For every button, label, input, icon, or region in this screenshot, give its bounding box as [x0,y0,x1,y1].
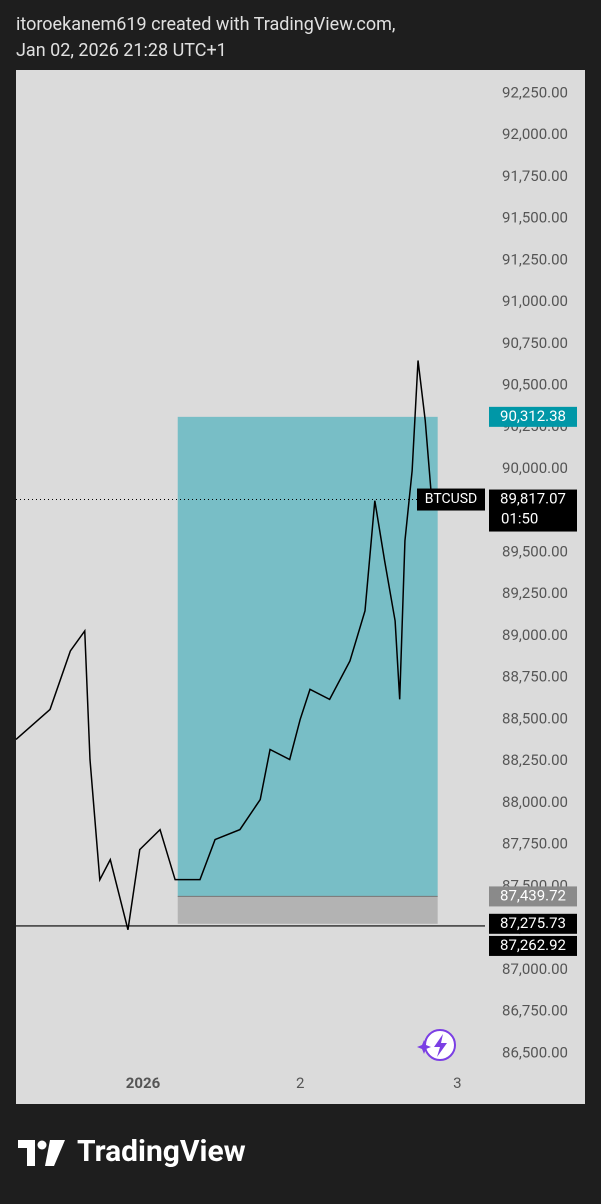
y-tick-label: 92,000.00 [502,125,568,143]
header-line: itoroekanem619 created with TradingView.… [16,14,395,35]
y-tick-label: 88,000.00 [502,793,568,811]
profit-zone [177,416,438,897]
price-label: 87,439.72 [500,886,566,904]
price-label-box [489,489,577,532]
price-label: 87,262.92 [500,936,566,954]
y-tick-label: 90,500.00 [502,375,568,393]
symbol-tag [417,488,485,511]
symbol-label: BTCUSD [425,491,477,507]
price-label-box [489,406,577,427]
y-tick-label: 91,000.00 [502,292,568,310]
x-tick-label: 3 [453,1074,461,1092]
x-tick-label: 2026 [126,1074,161,1092]
price-label: 89,817.07 [500,490,566,508]
brand: TradingView [77,1134,246,1169]
y-tick-label: 86,750.00 [502,1002,568,1020]
logo [18,1140,65,1166]
y-tick-label: 89,500.00 [502,542,568,560]
lightning-icon [417,1029,456,1061]
price-label-box [489,935,577,956]
price-label: 90,312.38 [500,407,566,425]
header-line: Jan 02, 2026 21:28 UTC+1 [16,40,227,61]
plot: 86,500.0086,750.0087,000.0087,250.0087,5… [15,83,577,1092]
y-tick-label: 90,750.00 [502,334,568,352]
y-tick-label: 87,750.00 [502,835,568,853]
y-tick-label: 88,750.00 [502,668,568,686]
y-tick-label: 91,500.00 [502,209,568,227]
y-tick-label: 89,000.00 [502,626,568,644]
y-tick-label: 86,500.00 [502,1043,568,1061]
countdown: 01:50 [501,510,538,528]
y-tick-label: 91,250.00 [502,250,568,268]
price-label: 87,275.73 [500,914,566,932]
price-line [15,360,438,930]
y-tick-label: 88,250.00 [502,751,568,769]
price-label-box [489,886,577,907]
y-tick-label: 89,250.00 [502,584,568,602]
y-tick-label: 90,000.00 [502,459,568,477]
stop-zone [177,896,438,924]
y-tick-label: 91,750.00 [502,167,568,185]
y-tick-label: 92,250.00 [502,83,568,101]
x-tick-label: 2 [296,1074,304,1092]
y-tick-label: 88,500.00 [502,709,568,727]
y-tick-label: 87,000.00 [502,960,568,978]
price-label-box [489,913,577,934]
